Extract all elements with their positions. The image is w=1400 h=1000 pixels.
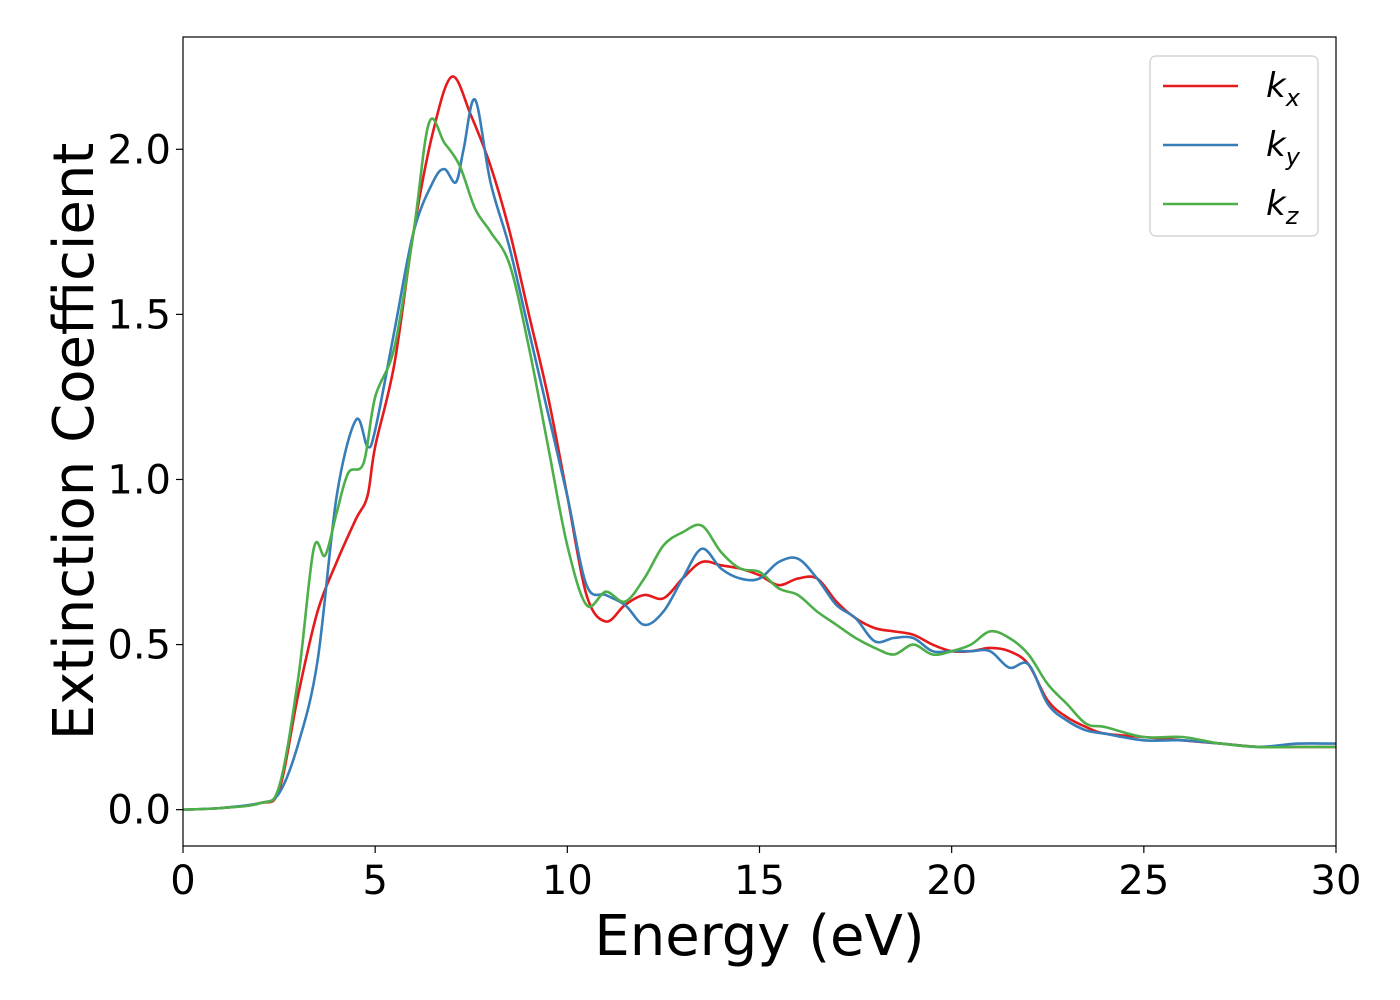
x-tick-label: 15 — [734, 858, 785, 904]
y-tick-label: 2.0 — [107, 127, 171, 173]
x-tick-label: 25 — [1118, 858, 1169, 904]
legend-label-base: k — [1266, 66, 1287, 106]
x-axis-label: Energy (eV) — [594, 904, 924, 969]
series-line-kz — [182, 117, 1337, 811]
x-tick-label: 0 — [170, 858, 195, 904]
ticks-layer: 0 5 10 15 20 25 30 0.0 0.5 1.0 1.5 2.0 — [107, 127, 1361, 904]
legend-label-ky: ky — [1266, 125, 1301, 171]
legend-label-subscript: x — [1285, 84, 1301, 112]
x-tick-label: 30 — [1311, 858, 1362, 904]
y-tick-label: 1.5 — [107, 292, 171, 338]
y-tick-label: 0.5 — [107, 623, 171, 669]
legend-label-subscript: z — [1285, 202, 1300, 230]
legend-label-subscript: y — [1285, 143, 1301, 171]
legend-label-base: k — [1266, 184, 1287, 224]
legend-label-base: k — [1266, 125, 1287, 165]
x-tick-label: 20 — [926, 858, 977, 904]
x-tick-label: 10 — [542, 858, 593, 904]
series-layer — [182, 75, 1337, 811]
y-axis-label: Extinction Coefficient — [42, 143, 107, 741]
series-line-ky — [182, 98, 1337, 811]
y-tick-label: 1.0 — [107, 457, 171, 503]
x-tick-label: 5 — [362, 858, 387, 904]
y-tick-label: 0.0 — [107, 788, 171, 834]
legend-label-kx: kx — [1266, 66, 1301, 112]
legend-label-kz: kz — [1266, 184, 1300, 230]
